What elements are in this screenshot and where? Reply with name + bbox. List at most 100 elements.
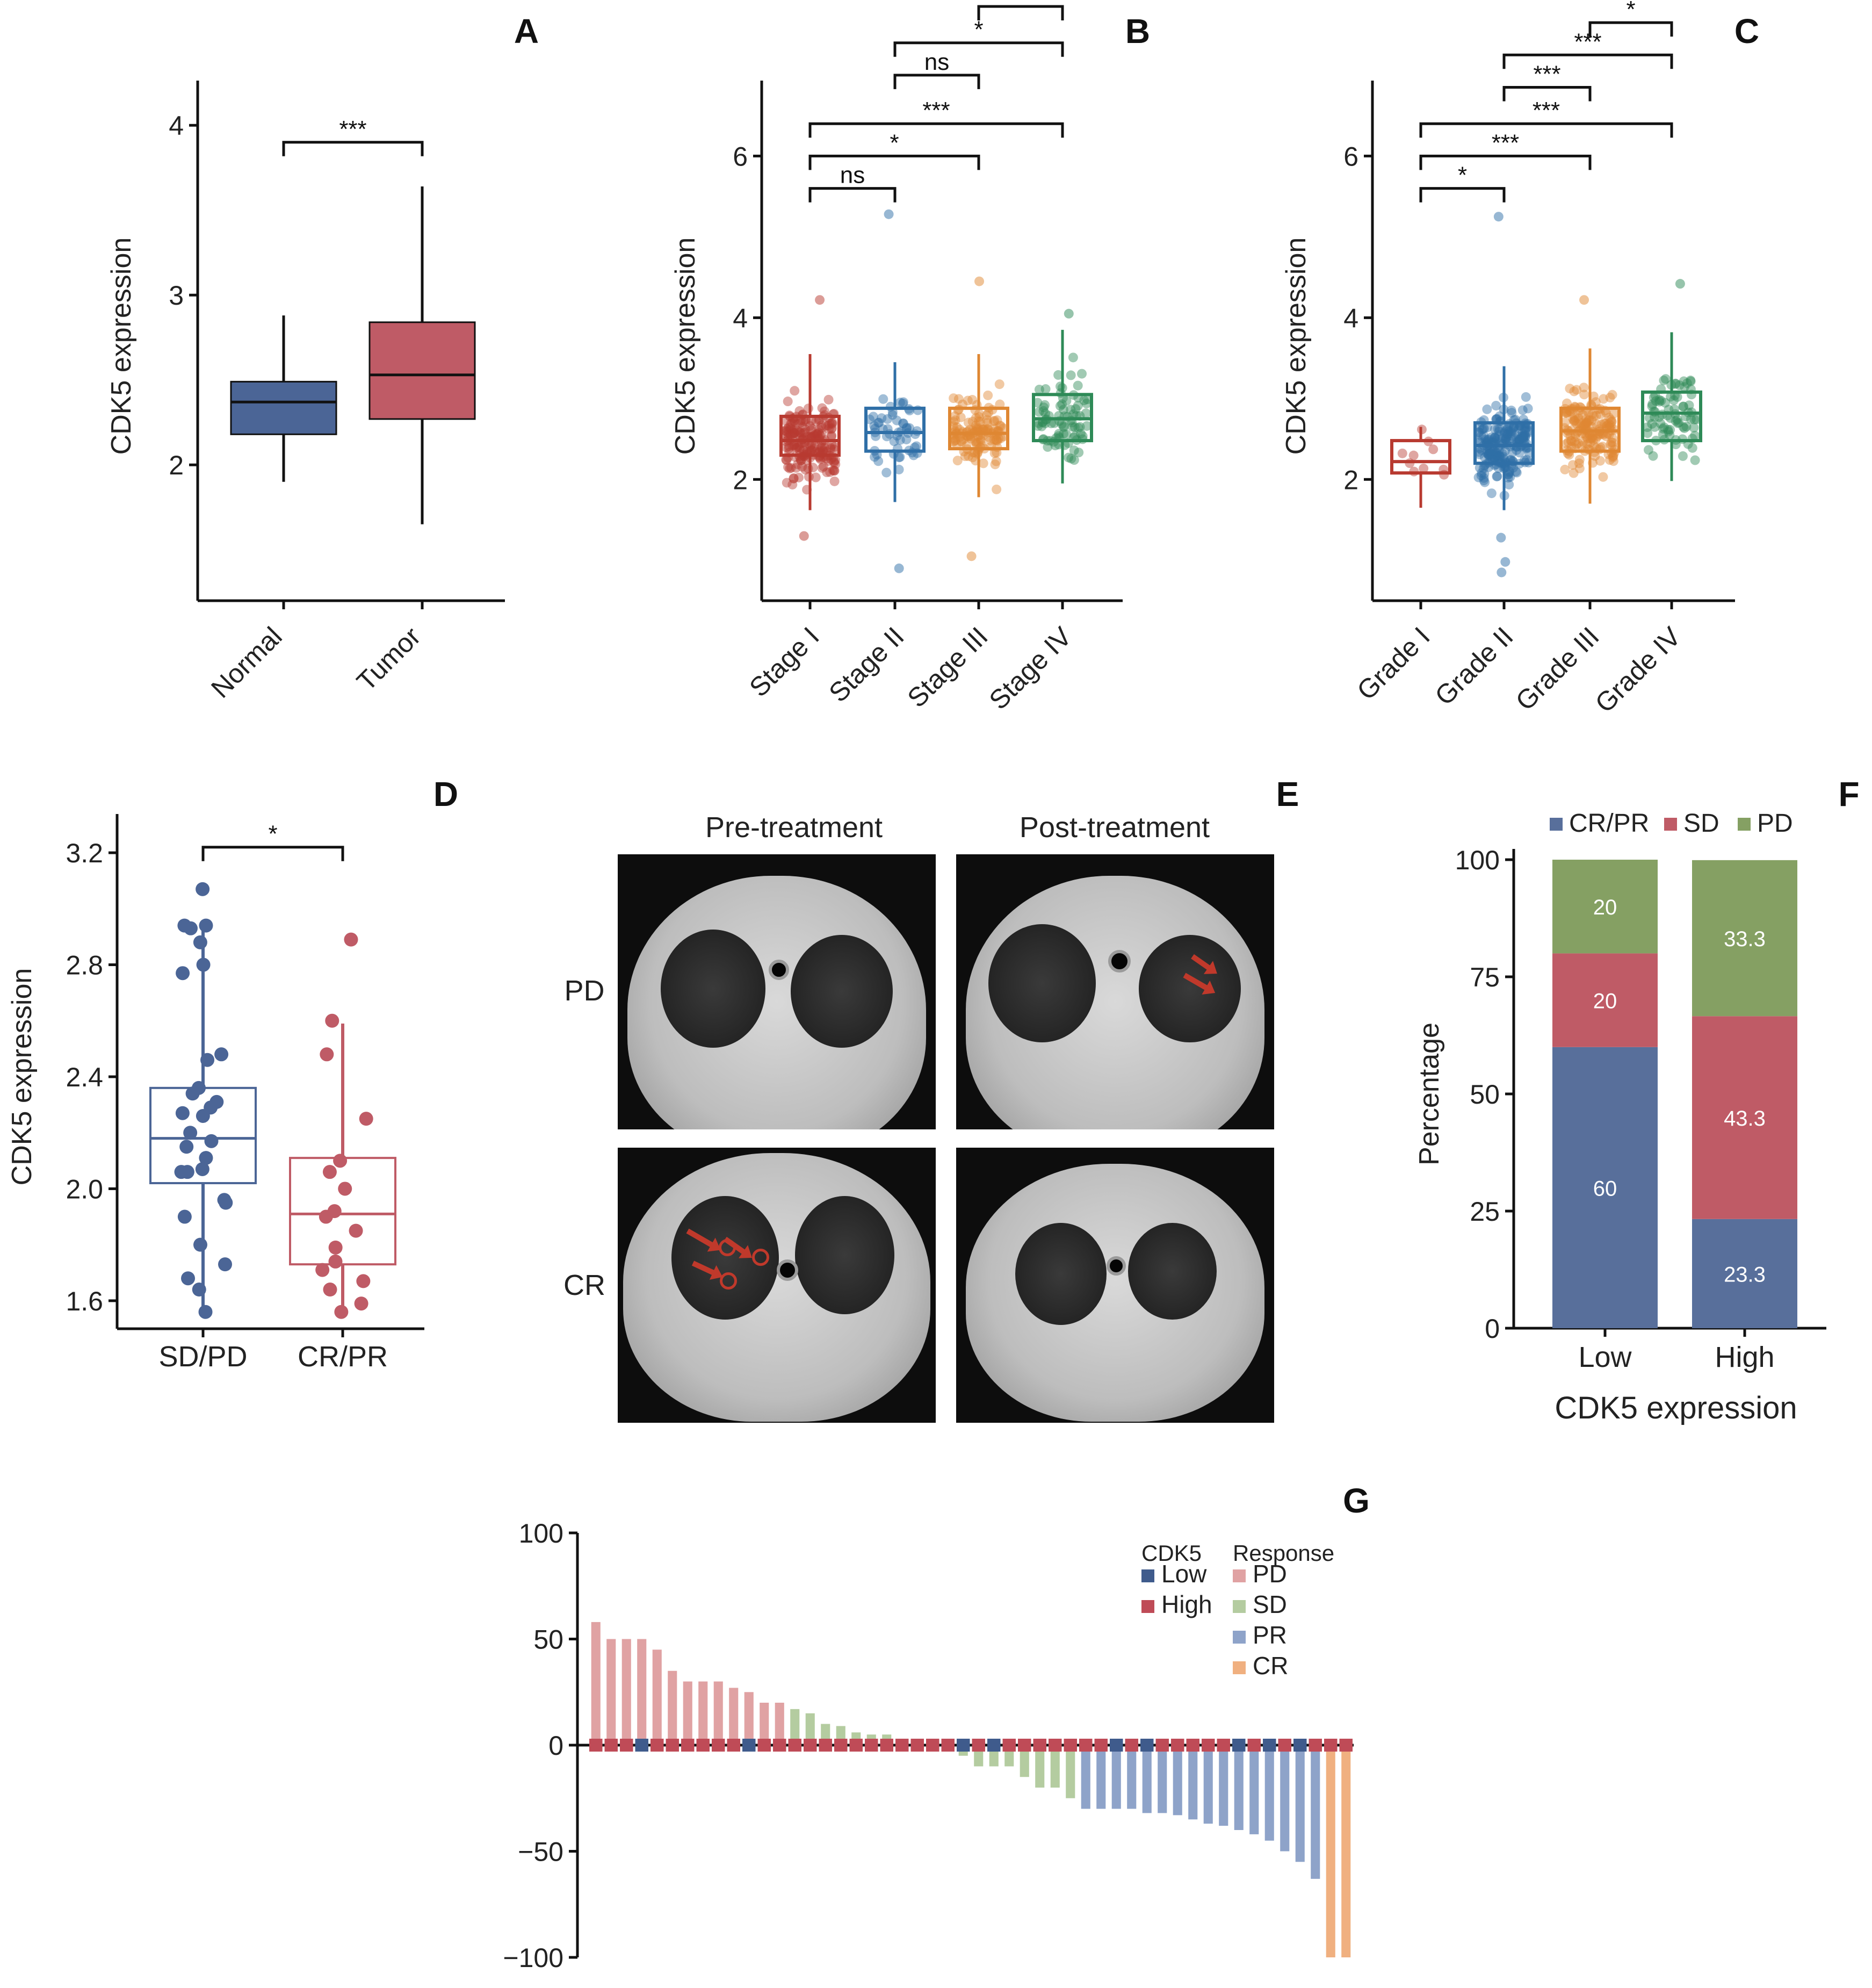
cdk5-status-tile	[681, 1739, 695, 1752]
data-point	[176, 966, 190, 981]
data-point	[981, 410, 992, 420]
data-point	[1599, 394, 1609, 404]
data-point	[1569, 415, 1579, 426]
data-point	[789, 428, 799, 438]
data-point	[1479, 452, 1490, 463]
data-point	[889, 436, 899, 446]
data-point	[1074, 448, 1084, 458]
data-point	[1484, 449, 1494, 459]
data-point	[829, 444, 839, 455]
data-point	[1585, 437, 1595, 448]
data-point	[1587, 433, 1597, 443]
data-point	[892, 415, 902, 426]
data-point	[1059, 422, 1069, 433]
data-point	[786, 424, 796, 434]
data-point	[827, 419, 837, 429]
data-point	[817, 442, 827, 452]
data-point	[1593, 431, 1603, 441]
data-point	[971, 437, 981, 448]
x-tick-label: Stage II	[823, 621, 909, 708]
data-point	[1684, 400, 1694, 410]
data-point	[1509, 423, 1519, 433]
data-point	[1053, 370, 1064, 380]
data-point	[1034, 384, 1044, 394]
bar-data-label: 20	[1593, 896, 1617, 919]
data-point	[338, 1182, 352, 1196]
legend-title-response: Response	[1233, 1540, 1334, 1566]
data-point	[786, 418, 797, 428]
data-point	[214, 1047, 229, 1062]
cdk5-status-tile	[712, 1739, 725, 1752]
data-point	[974, 412, 985, 422]
legend-label: CR	[1253, 1652, 1288, 1680]
data-point	[1582, 418, 1592, 428]
data-point	[1507, 448, 1517, 458]
data-point	[800, 465, 811, 475]
data-point	[801, 416, 811, 427]
data-point	[973, 423, 984, 434]
data-point	[829, 476, 840, 486]
data-point	[1514, 423, 1524, 434]
data-point	[1504, 435, 1514, 445]
data-point	[1039, 402, 1049, 413]
data-point	[816, 443, 826, 453]
cdk5-status-tile	[1232, 1739, 1246, 1752]
data-point	[1040, 384, 1051, 394]
data-point	[1491, 436, 1501, 446]
data-point	[1034, 407, 1044, 417]
data-point	[1604, 413, 1614, 423]
data-point	[790, 427, 800, 437]
data-point	[1608, 451, 1618, 461]
data-point	[1601, 408, 1611, 418]
data-point	[1494, 451, 1504, 461]
legend-swatch	[1664, 818, 1677, 831]
cdk5-status-tile	[865, 1739, 878, 1752]
data-point	[1057, 399, 1067, 409]
data-point	[1507, 408, 1517, 418]
data-point	[1059, 421, 1069, 431]
data-point	[982, 418, 993, 428]
data-point	[1075, 422, 1085, 432]
data-point	[1477, 424, 1487, 435]
waterfall-bar	[760, 1703, 769, 1745]
cdk5-status-tile	[1309, 1739, 1322, 1752]
data-point	[1689, 414, 1700, 424]
data-point	[950, 436, 960, 446]
data-point	[908, 450, 919, 460]
y-tick-label: 3	[169, 280, 184, 311]
data-point	[1479, 469, 1490, 479]
data-point	[1607, 390, 1617, 400]
data-point	[196, 1108, 210, 1123]
x-tick-label: Grade III	[1510, 621, 1605, 716]
data-point	[1565, 430, 1575, 441]
data-point	[195, 1162, 209, 1176]
data-point	[1043, 442, 1053, 452]
panel-label-d: D	[433, 775, 458, 813]
data-point	[1642, 422, 1652, 433]
panel-label-f: F	[1838, 775, 1859, 813]
panel-label-g: G	[1343, 1481, 1370, 1520]
data-point	[991, 456, 1001, 466]
data-point	[1476, 471, 1486, 481]
data-point	[983, 390, 993, 400]
data-point	[819, 462, 829, 472]
data-point	[827, 430, 837, 441]
data-point	[1033, 418, 1044, 428]
data-point	[1608, 452, 1618, 463]
data-point	[822, 467, 832, 478]
y-tick-label: 2	[1343, 465, 1358, 495]
data-point	[973, 437, 983, 448]
data-point	[1522, 422, 1532, 433]
data-point	[1562, 438, 1572, 449]
data-point	[198, 1305, 213, 1319]
data-point	[1057, 419, 1067, 429]
data-point	[817, 403, 827, 413]
cdk5-status-tile	[1002, 1739, 1016, 1752]
data-point	[1569, 386, 1579, 397]
panel-label-b: B	[1125, 12, 1150, 51]
ct-col-label-pre: Pre-treatment	[705, 811, 883, 844]
ct-row-label-cr: CR	[563, 1269, 605, 1301]
x-tick-label: Stage IV	[984, 621, 1078, 716]
waterfall-bar	[1219, 1745, 1228, 1826]
data-point	[782, 429, 792, 440]
